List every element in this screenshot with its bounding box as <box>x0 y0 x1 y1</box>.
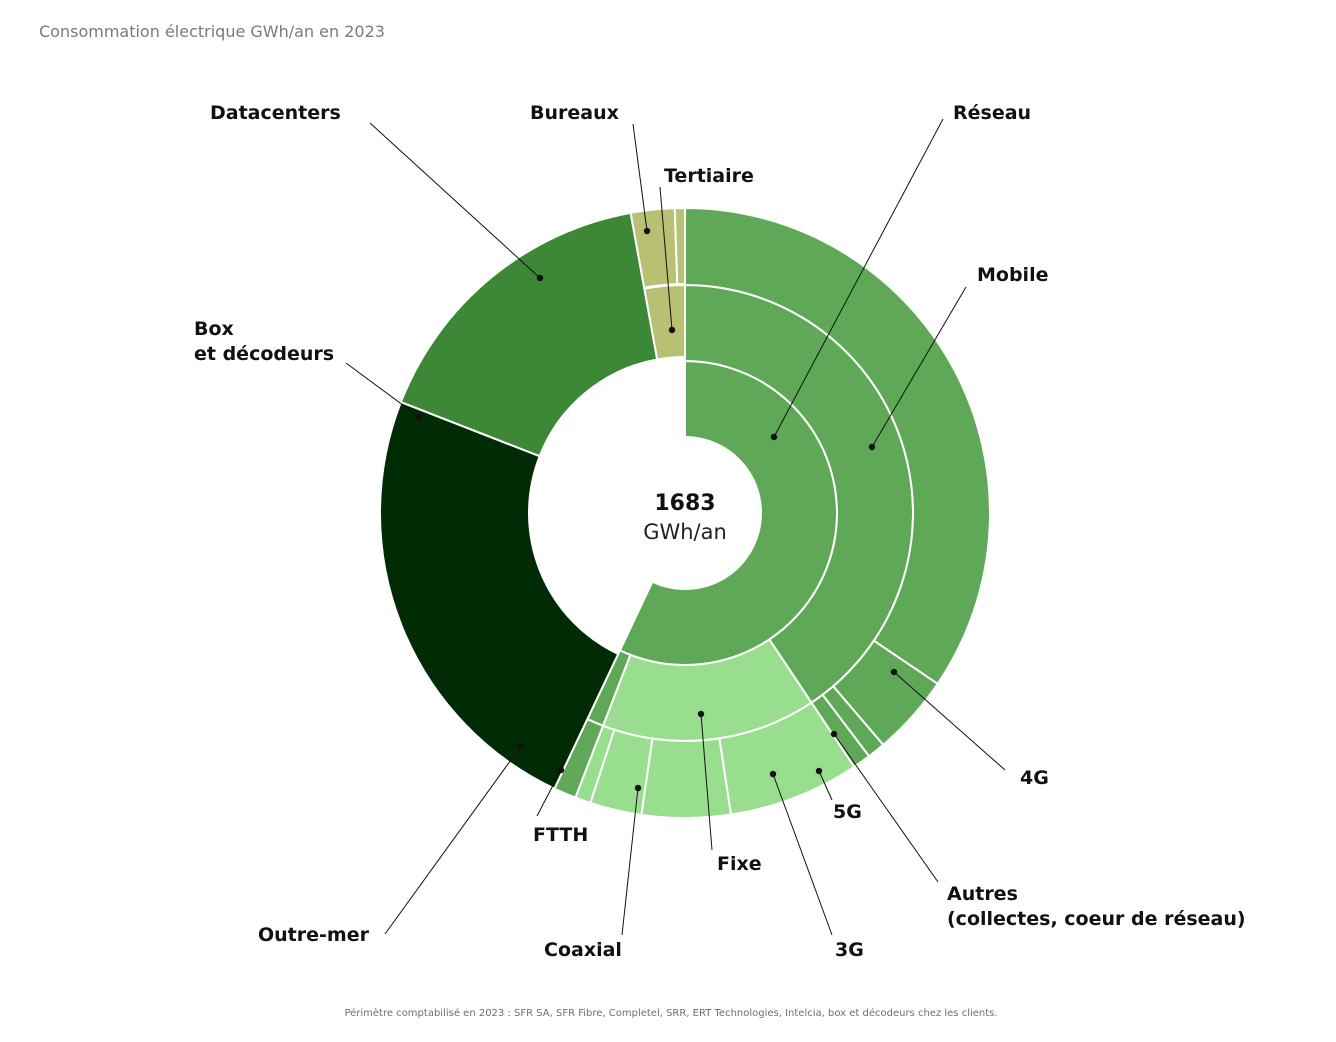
label-5g: 5G <box>833 801 862 823</box>
leader-datacenters-dot <box>536 274 544 282</box>
segment-box-decodeurs <box>379 400 620 790</box>
label-bureaux: Bureaux <box>530 102 619 124</box>
leader-outre-mer <box>384 745 522 935</box>
leader-4g <box>893 671 1006 771</box>
leader-fixe <box>700 713 713 851</box>
leader-fixe-dot <box>697 710 705 718</box>
chart-title: Consommation électrique GWh/an en 2023 <box>39 22 385 41</box>
center-total-unit: GWh/an <box>643 520 727 544</box>
leader-box-dot <box>415 413 423 421</box>
leader-tertiaire-dot <box>668 326 676 334</box>
footnote: Périmètre comptabilisé en 2023 : SFR SA,… <box>344 1008 998 1019</box>
center-total-value: 1683 <box>654 491 715 516</box>
segment-tertiaire <box>643 283 686 361</box>
chart-segments <box>379 206 991 819</box>
label-tertiaire: Tertiaire <box>664 165 754 187</box>
leader-coaxial-dot <box>634 784 642 792</box>
leader-tertiaire <box>659 186 673 331</box>
leader-3g <box>772 773 833 936</box>
leader-datacenters <box>369 122 541 279</box>
chart-labels: Datacenters Bureaux Tertiaire Réseau Mob… <box>194 102 1246 961</box>
segment-tertiaire-tertiaire <box>673 206 686 286</box>
label-box-line1: Box <box>194 318 234 340</box>
label-4g: 4G <box>1020 767 1049 789</box>
leader-5g <box>818 770 833 801</box>
leader-ftth <box>536 769 562 817</box>
label-reseau: Réseau <box>953 102 1031 124</box>
label-autres-line1: Autres <box>947 883 1018 905</box>
leader-reseau <box>773 118 944 438</box>
label-datacenters: Datacenters <box>210 102 341 124</box>
leader-5g-dot <box>815 767 823 775</box>
segment-mobile-4g <box>684 206 991 686</box>
leader-autres <box>833 733 939 883</box>
leader-outre-mer-dot <box>517 742 525 750</box>
leader-ftth-dot <box>557 766 565 774</box>
leader-bureaux <box>632 123 648 232</box>
leader-reseau-dot <box>770 433 778 441</box>
label-coaxial: Coaxial <box>544 939 622 961</box>
leader-mobile <box>871 286 967 448</box>
leader-autres-dot <box>830 730 838 738</box>
leader-3g-dot <box>769 770 777 778</box>
segment-datacenters <box>399 211 659 458</box>
leader-lines <box>345 118 1006 936</box>
leader-mobile-dot <box>868 443 876 451</box>
leader-bureaux-dot <box>643 227 651 235</box>
segment-fixe-coaxial <box>640 737 733 819</box>
leader-4g-dot <box>890 668 898 676</box>
label-ftth: FTTH <box>533 824 588 846</box>
label-outre-mer: Outre-mer <box>258 924 370 946</box>
label-box-line2: et décodeurs <box>194 343 334 365</box>
leader-coaxial <box>621 787 639 936</box>
leader-box <box>345 362 420 418</box>
label-autres-line2: (collectes, coeur de réseau) <box>947 908 1246 930</box>
label-3g: 3G <box>835 939 864 961</box>
label-mobile: Mobile <box>977 264 1048 286</box>
label-fixe: Fixe <box>717 853 762 875</box>
